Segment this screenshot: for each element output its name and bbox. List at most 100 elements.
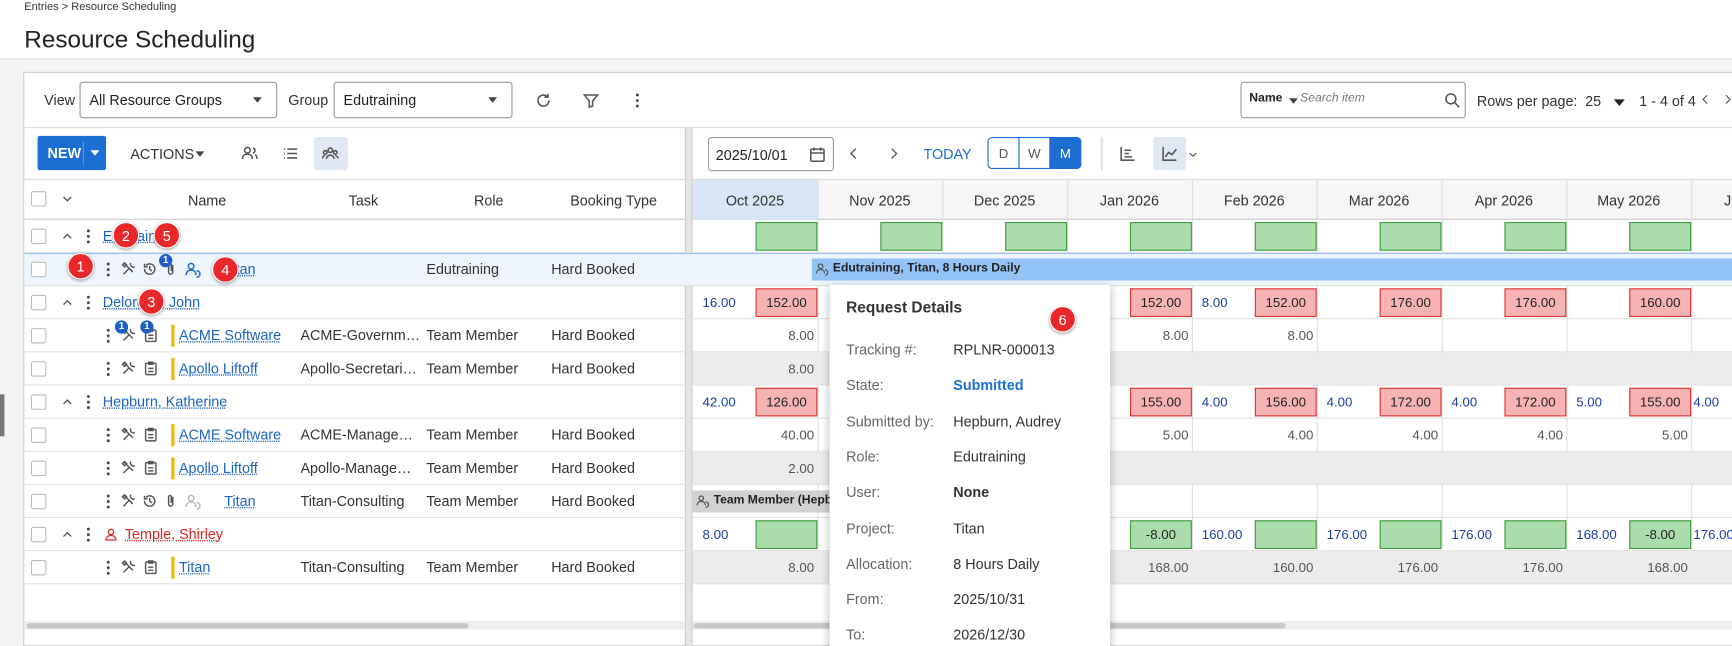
row-checkbox[interactable] (30, 228, 47, 245)
row-name[interactable]: Hepburn, Katherine (102, 393, 228, 410)
team-view[interactable] (321, 145, 339, 163)
hours-value: 8.00 (788, 328, 815, 344)
row-checkbox[interactable] (30, 493, 47, 510)
edit-task[interactable] (120, 493, 137, 510)
popup-field-value: 2026/12/30 (953, 626, 1026, 644)
edit-task-glyph (121, 427, 136, 441)
row-name[interactable]: Titan (224, 492, 256, 510)
next-page[interactable] (1721, 93, 1732, 106)
row-menu[interactable] (99, 426, 117, 444)
prev-page[interactable] (1699, 93, 1712, 106)
over-capacity: 156.00 (1254, 387, 1317, 417)
rows-per-page[interactable]: 25 (1585, 92, 1602, 110)
row-checkbox[interactable] (30, 427, 47, 443)
assign-user[interactable] (184, 493, 202, 511)
row-menu[interactable] (80, 228, 98, 246)
row-menu[interactable] (99, 261, 117, 279)
row-checkbox[interactable] (30, 191, 47, 207)
edit-task[interactable] (120, 327, 137, 344)
task-details[interactable] (142, 460, 159, 477)
row-checkbox[interactable] (30, 261, 47, 278)
new-button[interactable]: NEW (37, 135, 107, 171)
collapse-toggle[interactable] (60, 527, 75, 542)
expand-all[interactable] (60, 191, 75, 206)
row-menu-glyph (106, 262, 110, 277)
month-label: Nov 2025 (849, 192, 911, 209)
row-checkbox[interactable] (30, 361, 47, 377)
row-menu[interactable] (80, 393, 98, 411)
gantt-toggle-glyph (1120, 146, 1135, 161)
task-details[interactable] (142, 426, 159, 443)
row-name[interactable]: Apollo Liftoff (178, 360, 258, 377)
attachments[interactable] (162, 493, 179, 510)
edit-task[interactable] (120, 426, 137, 443)
edit-task[interactable] (120, 559, 137, 576)
capacity-value: 155.00 (1639, 394, 1681, 410)
row-name[interactable]: ACME Software (178, 426, 282, 443)
row-menu-glyph (106, 428, 110, 443)
filter-button[interactable] (582, 92, 600, 110)
hours-value: 4.00 (1693, 394, 1720, 410)
row-menu[interactable] (99, 327, 117, 345)
date-picker[interactable]: 2025/10/01 (708, 136, 834, 172)
actions-button[interactable]: ACTIONS (130, 145, 195, 163)
collapse-toggle[interactable] (60, 394, 75, 409)
row-name[interactable]: ACME Software (178, 326, 282, 344)
row-menu[interactable] (99, 559, 117, 577)
row-name[interactable]: Temple, Shirley (124, 525, 223, 543)
hours-value: 8.00 (1162, 328, 1189, 344)
row-checkbox[interactable] (30, 294, 47, 311)
scale-button[interactable]: D (987, 136, 1020, 170)
prev-period[interactable] (846, 146, 861, 161)
row-checkbox[interactable] (30, 328, 47, 344)
more-button[interactable] (629, 92, 647, 110)
collapse-toggle-glyph (63, 531, 72, 538)
refresh-button[interactable] (535, 92, 553, 110)
popup-field-value: Edutraining (953, 448, 1026, 465)
row-menu[interactable] (80, 526, 98, 544)
scale-button[interactable]: M (1049, 136, 1082, 170)
collapse-toggle[interactable] (60, 229, 75, 244)
collapse-toggle-glyph (63, 399, 72, 405)
row-menu[interactable] (80, 294, 98, 312)
resource-view[interactable] (241, 145, 259, 163)
row-menu[interactable] (99, 493, 117, 511)
count-badge-label: 1 (162, 254, 169, 266)
history[interactable] (141, 493, 158, 510)
edit-task[interactable] (120, 460, 137, 477)
task-details[interactable] (142, 559, 159, 576)
search-box[interactable]: Name Search item (1240, 81, 1466, 119)
row-menu-glyph (106, 328, 110, 343)
list-view[interactable] (282, 145, 300, 163)
row-checkbox[interactable] (30, 394, 47, 410)
gantt-toggle[interactable] (1119, 145, 1137, 163)
row-checkbox[interactable] (30, 460, 47, 477)
edit-task[interactable] (120, 261, 137, 278)
view-select[interactable]: All Resource Groups (79, 81, 278, 119)
history[interactable] (141, 261, 158, 278)
capacity-value: 126.00 (766, 394, 807, 410)
row-role: Team Member (426, 426, 519, 443)
today-button[interactable]: TODAY (923, 145, 972, 163)
row-menu[interactable] (99, 460, 117, 478)
task-details[interactable] (142, 360, 159, 377)
edit-task-glyph (121, 559, 136, 573)
group-label: Group (288, 91, 329, 109)
group-select[interactable]: Edutraining (333, 81, 513, 119)
next-period[interactable] (886, 146, 901, 161)
row-checkbox[interactable] (30, 526, 47, 543)
assign-user[interactable] (184, 261, 202, 279)
edge-tab (0, 394, 5, 437)
collapse-toggle[interactable] (60, 295, 75, 310)
hours-value: 4.00 (1287, 427, 1314, 443)
chart-toggle[interactable] (1161, 145, 1179, 163)
row-name[interactable]: Apollo Liftoff (178, 459, 258, 477)
row-checkbox[interactable] (30, 560, 47, 576)
hours-value: 4.00 (1201, 394, 1228, 410)
edit-task[interactable] (120, 360, 137, 377)
row-menu[interactable] (99, 360, 117, 378)
chart-menu[interactable] (1186, 148, 1199, 161)
row-name[interactable]: Titan (178, 558, 211, 576)
scale-button[interactable]: W (1018, 136, 1051, 170)
caret (252, 97, 262, 103)
